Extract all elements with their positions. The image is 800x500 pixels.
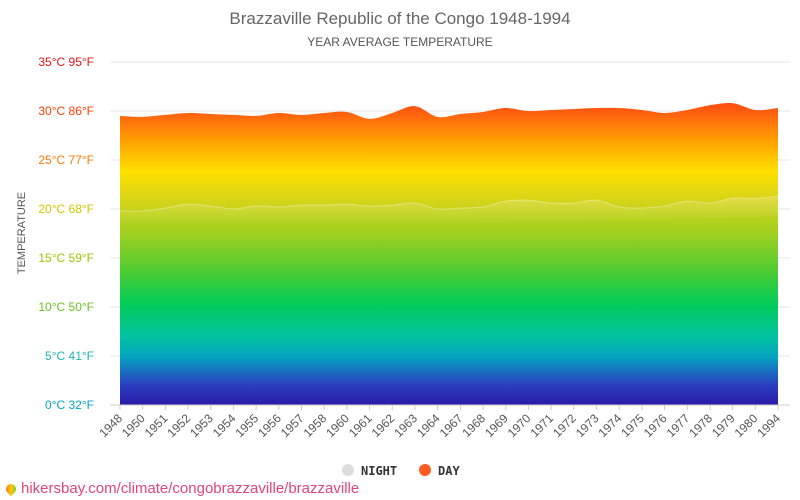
x-tick-label: 1951 [142, 411, 171, 440]
x-tick-label: 1960 [323, 411, 352, 440]
x-tick-label: 1967 [437, 411, 466, 440]
x-tick-label: 1976 [641, 411, 670, 440]
x-tick-label: 1980 [732, 411, 761, 440]
y-tick-label: 30°C 86°F [38, 104, 94, 118]
series-night-line [119, 195, 779, 212]
y-tick-label: 15°C 59°F [38, 251, 94, 265]
legend-item-night[interactable]: NIGHT [342, 464, 397, 478]
x-tick-label: 1972 [550, 411, 579, 440]
legend-night-label: NIGHT [361, 464, 397, 478]
y-tick-label: 5°C 41°F [45, 349, 94, 363]
y-axis-ticks: 0°C 32°F 5°C 41°F 10°C 50°F 15°C 59°F 20°C 6… [38, 55, 94, 412]
y-tick-label: 20°C 68°F [38, 202, 94, 216]
chart-subtitle: YEAR AVERAGE TEMPERATURE [307, 35, 492, 49]
y-tick-label: 0°C 32°F [45, 398, 94, 412]
source-link[interactable]: hikersbay.com/climate/congobrazzaville/b… [3, 480, 360, 497]
x-tick-label: 1950 [119, 411, 148, 440]
x-tick-label: 1994 [754, 411, 783, 440]
y-tick-label: 25°C 77°F [38, 153, 94, 167]
y-tick-label: 10°C 50°F [38, 300, 94, 314]
x-tick-label: 1956 [255, 411, 284, 440]
x-tick-label: 1954 [210, 411, 239, 440]
legend-night-marker [342, 464, 354, 476]
x-tick-label: 1974 [596, 411, 625, 440]
x-tick-label: 1958 [301, 411, 330, 440]
x-tick-label: 1971 [527, 411, 556, 440]
x-tick-label: 1978 [686, 411, 715, 440]
series-night-area-highlight [120, 196, 778, 231]
y-tick-label: 35°C 95°F [38, 55, 94, 69]
x-tick-label: 1957 [278, 411, 307, 440]
legend-day-marker [419, 464, 431, 476]
x-tick-label: 1968 [459, 411, 488, 440]
x-tick-label: 1962 [369, 411, 398, 440]
x-tick-label: 1970 [505, 411, 534, 440]
x-tick-label: 1953 [187, 411, 216, 440]
x-tick-label: 1973 [573, 411, 602, 440]
x-tick-label: 1964 [414, 411, 443, 440]
series-layer [119, 102, 779, 406]
x-tick-label: 1977 [664, 411, 693, 440]
x-tick-label: 1961 [346, 411, 375, 440]
source-url: hikersbay.com/climate/congobrazzaville/b… [21, 480, 360, 497]
x-tick-label: 1975 [618, 411, 647, 440]
legend-day-label: DAY [438, 464, 460, 478]
x-tick-label: 1979 [709, 411, 738, 440]
y-axis-label: TEMPERATURE [16, 192, 28, 274]
chart-title: Brazzaville Republic of the Congo 1948-1… [229, 9, 570, 28]
location-pin-icon [3, 481, 19, 496]
series-day-area [120, 102, 778, 406]
x-tick-label: 1952 [164, 411, 193, 440]
x-tick-label: 1955 [232, 411, 261, 440]
x-tick-label: 1963 [391, 411, 420, 440]
legend: NIGHT DAY [342, 464, 460, 478]
x-axis: 1948195019511952195319541955195619571958… [96, 404, 790, 440]
x-tick-label: 1948 [96, 411, 125, 440]
x-tick-label: 1969 [482, 411, 511, 440]
legend-item-day[interactable]: DAY [419, 464, 460, 478]
